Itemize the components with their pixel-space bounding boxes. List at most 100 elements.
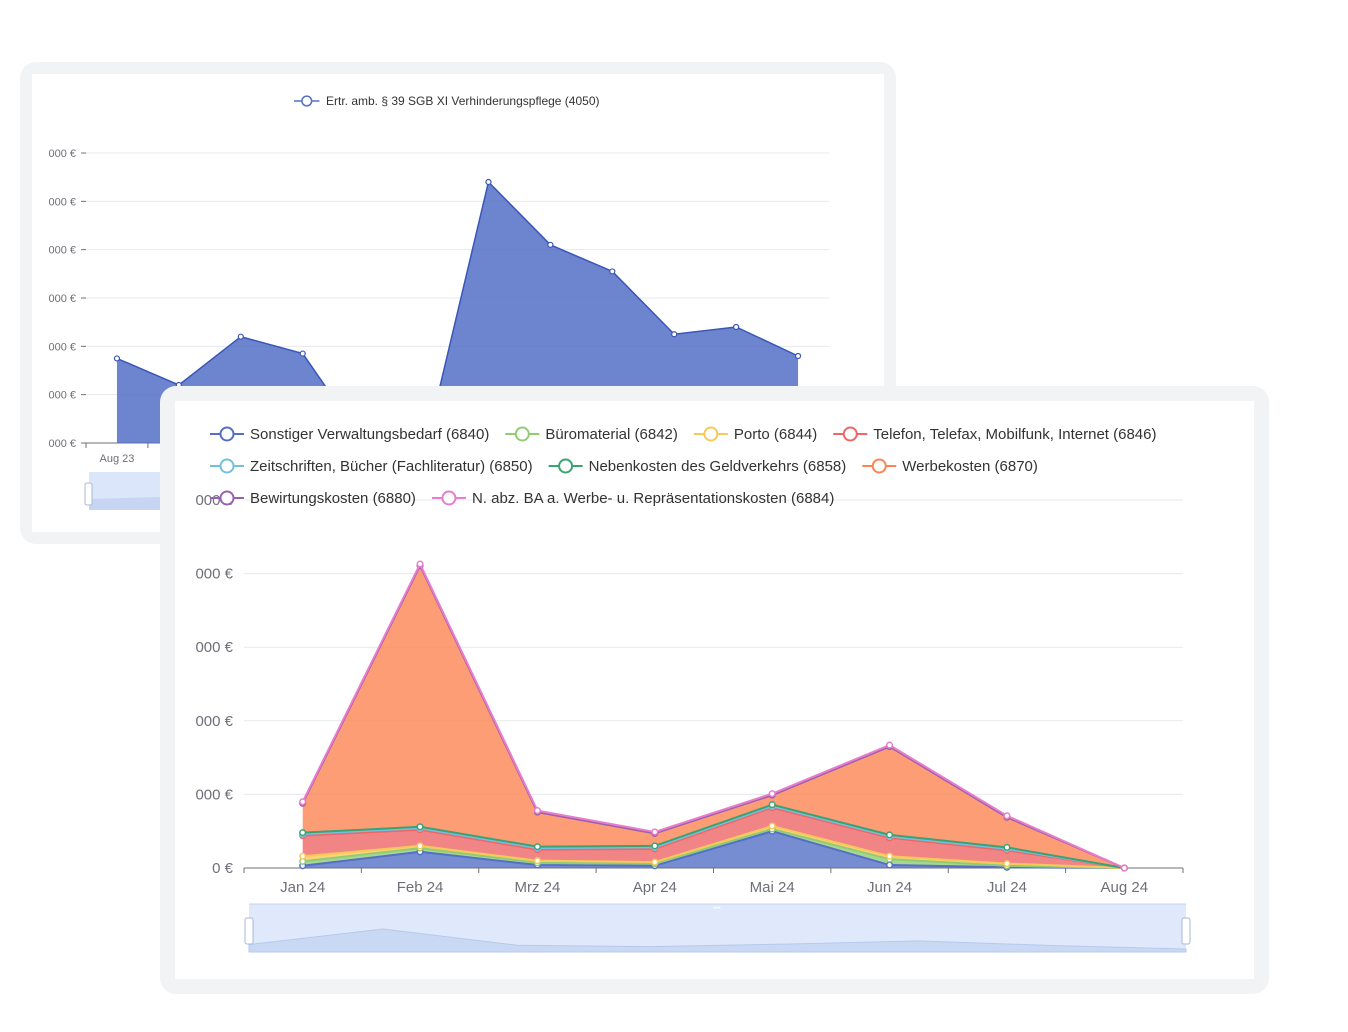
- front-legend[interactable]: Sonstiger Verwaltungsbedarf (6840) Büroma…: [210, 426, 1157, 507]
- front-chart: 0 €000 €000 €000 €000 €000 €Jan 24 Feb 24…: [195, 426, 1191, 953]
- front-series-area: [302, 807, 1125, 868]
- back-y-tick-label: 000 €: [48, 245, 76, 257]
- front-legend-marker-circle: [441, 490, 457, 506]
- back-data-point: [733, 323, 740, 331]
- front-data-point: [533, 807, 541, 815]
- front-legend-marker-circle: [219, 490, 235, 506]
- front-zoom-handle-right[interactable]: [1181, 917, 1191, 945]
- front-legend-marker-circle: [219, 458, 235, 474]
- back-data-point: [794, 352, 802, 360]
- front-data-point: [886, 852, 894, 860]
- front-legend-label: Büromaterial (6842): [545, 426, 678, 443]
- front-legend-item[interactable]: Zeitschriften, Bücher (Fachliteratur) (6…: [210, 458, 533, 475]
- front-legend-marker-circle: [871, 458, 887, 474]
- front-series-line: [302, 806, 1125, 869]
- back-data-point: [299, 350, 306, 357]
- front-y-tick-label: 000 €: [195, 566, 233, 583]
- front-legend-item[interactable]: Porto (6844): [693, 426, 817, 443]
- back-zoom-handle-left[interactable]: [84, 482, 93, 506]
- front-series-area: [302, 831, 1125, 868]
- back-data-point: [485, 178, 492, 186]
- back-y-tick-label: 000 €: [48, 293, 76, 305]
- front-legend-marker-circle: [703, 426, 719, 442]
- front-legend-item[interactable]: Büromaterial (6842): [505, 426, 678, 443]
- front-legend-label: Telefon, Telefax, Mobilfunk, Internet (6…: [873, 426, 1156, 443]
- back-data-point: [237, 333, 244, 340]
- front-series-line: [302, 825, 1125, 869]
- front-data-point: [416, 823, 424, 831]
- front-legend-marker: [431, 490, 466, 506]
- front-legend-marker-circle: [514, 426, 530, 442]
- front-legend-item[interactable]: Bewirtungskosten (6880): [210, 490, 416, 507]
- front-zoom-handle-left[interactable]: [244, 917, 254, 945]
- front-data-point: [416, 560, 424, 568]
- front-legend-item[interactable]: N. abz. BA a. Werbe- u. Repräsentationsk…: [431, 490, 834, 507]
- front-series-area: [302, 565, 1125, 868]
- back-series-line: [116, 180, 799, 444]
- front-x-tick-label: Apr 24: [633, 879, 677, 896]
- front-legend-marker: [505, 426, 540, 442]
- front-y-tick-label: 000 €: [195, 639, 233, 656]
- front-x-tick-label: Feb 24: [397, 879, 444, 896]
- front-data-point: [886, 741, 894, 749]
- front-data-point: [299, 829, 307, 837]
- front-x-tick-label: Jan 24: [280, 879, 325, 896]
- front-x-tick-label: Mai 24: [750, 879, 795, 896]
- front-legend-label: Zeitschriften, Bücher (Fachliteratur) (6…: [250, 458, 533, 475]
- back-y-tick-label: 000 €: [48, 390, 76, 402]
- front-data-point: [768, 822, 776, 830]
- front-legend-label: Sonstiger Verwaltungsbedarf (6840): [250, 426, 489, 443]
- front-legend-marker: [210, 426, 244, 442]
- front-data-point: [651, 828, 659, 836]
- back-y-tick-label: 000 €: [48, 438, 76, 450]
- back-data-point: [113, 355, 121, 362]
- front-legend-marker: [210, 490, 244, 506]
- front-data-point: [533, 843, 541, 851]
- front-series-line: [301, 561, 1125, 869]
- front-series-line: [302, 830, 1125, 869]
- front-legend-marker: [548, 458, 583, 474]
- front-data-point: [416, 842, 424, 850]
- back-y-tick-label: 000 €: [48, 196, 76, 208]
- front-data-point: [886, 831, 894, 839]
- front-legend-marker-circle: [558, 458, 574, 474]
- front-x-tick-label: Mrz 24: [515, 879, 561, 896]
- front-data-point: [1003, 860, 1011, 868]
- front-legend-marker: [693, 426, 728, 442]
- front-legend-label: N. abz. BA a. Werbe- u. Repräsentationsk…: [472, 490, 834, 507]
- back-legend: Ertr. amb. § 39 SGB XI Verhinderungspfle…: [294, 94, 600, 108]
- front-zoom-shadow: [248, 928, 1187, 953]
- front-data-point: [533, 857, 541, 865]
- back-y-tick-label: 000 €: [48, 148, 76, 160]
- front-x-tick-label: Aug 24: [1101, 879, 1149, 896]
- front-legend-marker-circle: [219, 426, 235, 442]
- front-series-line: [302, 805, 1125, 869]
- back-x-tick-label: Aug 23: [100, 453, 135, 465]
- back-legend-marker-circle: [301, 95, 313, 107]
- front-y-tick-label: 000 €: [195, 713, 233, 730]
- front-series-line: [302, 827, 1125, 869]
- front-legend-marker: [862, 458, 897, 474]
- front-legend-item[interactable]: Sonstiger Verwaltungsbedarf (6840): [210, 426, 489, 443]
- front-data-point: [1003, 812, 1011, 820]
- front-data-point: [651, 858, 659, 866]
- front-legend-item[interactable]: Telefon, Telefax, Mobilfunk, Internet (6…: [833, 426, 1157, 443]
- back-data-point: [547, 241, 554, 248]
- back-data-point: [671, 331, 678, 338]
- front-y-tick-label: 0 €: [212, 860, 234, 877]
- front-data-point: [1120, 864, 1128, 872]
- front-legend-item[interactable]: Nebenkosten des Geldverkehrs (6858): [548, 458, 847, 475]
- front-zoom-move-handle[interactable]: •••: [713, 905, 721, 912]
- front-x-tick-label: Jul 24: [987, 879, 1027, 896]
- front-legend-item[interactable]: Werbekosten (6870): [862, 458, 1038, 475]
- front-data-point: [299, 798, 307, 806]
- front-data-point: [768, 790, 776, 798]
- front-x-tick-label: Jun 24: [867, 879, 912, 896]
- front-series-line: [302, 803, 1125, 869]
- front-legend-label: Werbekosten (6870): [902, 458, 1038, 475]
- front-legend-label: Porto (6844): [734, 426, 817, 443]
- back-legend-label: Ertr. amb. § 39 SGB XI Verhinderungspfle…: [326, 94, 600, 108]
- front-chart-card: 0 €000 €000 €000 €000 €000 € Jan 24 Feb 24…: [175, 401, 1254, 979]
- front-legend-marker: [210, 458, 244, 474]
- front-data-zoom[interactable]: •••: [244, 903, 1191, 953]
